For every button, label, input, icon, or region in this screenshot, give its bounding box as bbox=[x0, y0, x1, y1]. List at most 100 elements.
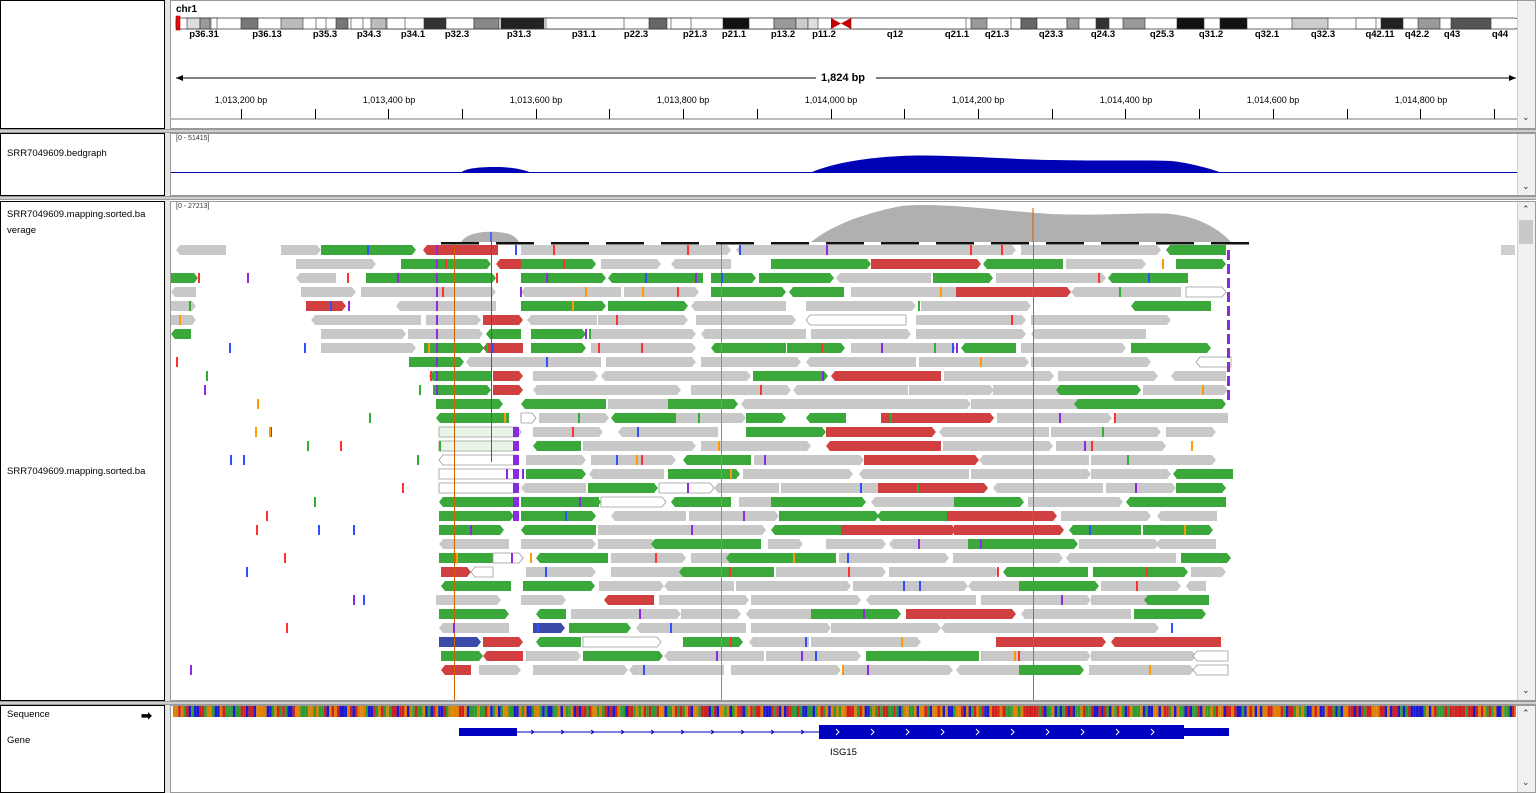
aligned-read[interactable] bbox=[947, 511, 1057, 521]
sequence-base[interactable] bbox=[794, 706, 797, 717]
aligned-read[interactable] bbox=[1074, 399, 1179, 409]
gene-strand-chevron[interactable] bbox=[770, 729, 775, 735]
aligned-read[interactable] bbox=[876, 245, 1016, 255]
insertion-marker[interactable] bbox=[436, 357, 438, 367]
sequence-base[interactable] bbox=[355, 706, 358, 717]
mismatch-base[interactable] bbox=[641, 455, 643, 465]
sequence-base[interactable] bbox=[1423, 706, 1427, 717]
mismatch-base[interactable] bbox=[340, 441, 342, 451]
mismatch-base[interactable] bbox=[641, 343, 643, 353]
sequence-base[interactable] bbox=[487, 706, 491, 717]
aligned-read[interactable] bbox=[743, 469, 853, 479]
sequence-base[interactable] bbox=[622, 706, 626, 717]
sequence-base[interactable] bbox=[284, 706, 288, 717]
aligned-read[interactable] bbox=[439, 539, 509, 549]
aligned-read[interactable] bbox=[521, 301, 606, 311]
mismatch-base[interactable] bbox=[230, 455, 232, 465]
gene-strand-chevron[interactable] bbox=[1115, 728, 1120, 736]
sequence-base[interactable] bbox=[1506, 706, 1510, 717]
sequence-base[interactable] bbox=[1345, 706, 1349, 717]
aligned-read[interactable] bbox=[583, 651, 663, 661]
sequence-base[interactable] bbox=[329, 706, 332, 717]
sequence-base[interactable] bbox=[1379, 706, 1382, 717]
aligned-read[interactable] bbox=[439, 497, 514, 507]
sequence-base[interactable] bbox=[1218, 706, 1221, 717]
mismatch-base[interactable] bbox=[442, 287, 444, 297]
sequence-base[interactable] bbox=[745, 706, 748, 717]
gene-strand-chevron[interactable] bbox=[975, 728, 980, 736]
sequence-base[interactable] bbox=[607, 706, 610, 717]
aligned-read[interactable] bbox=[766, 651, 861, 661]
aligned-read[interactable] bbox=[171, 329, 191, 339]
mismatch-base[interactable] bbox=[522, 469, 524, 479]
aligned-read[interactable] bbox=[871, 497, 966, 507]
aligned-read[interactable] bbox=[296, 259, 376, 269]
sequence-base[interactable] bbox=[1501, 706, 1505, 717]
sequence-base[interactable] bbox=[929, 706, 933, 717]
sequence-base[interactable] bbox=[586, 706, 589, 717]
aligned-read[interactable] bbox=[971, 469, 1091, 479]
sequence-base[interactable] bbox=[217, 706, 220, 717]
sequence-base[interactable] bbox=[1382, 706, 1385, 717]
sequence-base[interactable] bbox=[661, 706, 665, 717]
sequence-base[interactable] bbox=[604, 706, 608, 717]
sequence-base[interactable] bbox=[630, 706, 634, 717]
sequence-base[interactable] bbox=[1038, 706, 1042, 717]
coverage-baseline-segment[interactable] bbox=[991, 242, 1029, 245]
divider[interactable] bbox=[0, 701, 1536, 705]
aligned-read[interactable] bbox=[806, 357, 916, 367]
aligned-read[interactable] bbox=[906, 609, 1016, 619]
sequence-base[interactable] bbox=[841, 706, 844, 717]
sequence-base[interactable] bbox=[269, 706, 272, 717]
sequence-base[interactable] bbox=[648, 706, 652, 717]
aligned-read[interactable] bbox=[793, 385, 908, 395]
sequence-base[interactable] bbox=[908, 706, 912, 717]
sequence-base[interactable] bbox=[937, 706, 940, 717]
sequence-base[interactable] bbox=[1402, 706, 1406, 717]
aligned-read[interactable] bbox=[651, 539, 761, 549]
sequence-base[interactable] bbox=[245, 706, 249, 717]
aligned-read[interactable] bbox=[771, 259, 871, 269]
sequence-base[interactable] bbox=[708, 706, 712, 717]
gene-strand-chevron[interactable] bbox=[650, 729, 655, 735]
sequence-base[interactable] bbox=[342, 706, 345, 717]
mismatch-base[interactable] bbox=[863, 609, 865, 619]
sequence-base[interactable] bbox=[1012, 706, 1016, 717]
mismatch-base[interactable] bbox=[643, 665, 645, 675]
sequence-base[interactable] bbox=[290, 706, 293, 717]
sequence-base[interactable] bbox=[976, 706, 979, 717]
aligned-read[interactable] bbox=[1021, 343, 1126, 353]
sequence-base[interactable] bbox=[456, 706, 459, 717]
sequence-base[interactable] bbox=[313, 706, 316, 717]
aligned-read[interactable] bbox=[1192, 650, 1229, 662]
feature-scrollbar[interactable]: ⌃ bbox=[1517, 706, 1535, 792]
mismatch-base[interactable] bbox=[470, 525, 472, 535]
sequence-base[interactable] bbox=[318, 706, 322, 717]
sequence-base[interactable] bbox=[823, 706, 826, 717]
sequence-base[interactable] bbox=[1171, 706, 1174, 717]
insertion-marker[interactable] bbox=[1227, 348, 1230, 358]
sequence-base[interactable] bbox=[752, 706, 756, 717]
aligned-read[interactable] bbox=[1056, 441, 1166, 451]
insertion-marker[interactable] bbox=[1227, 334, 1230, 344]
sequence-base[interactable] bbox=[1252, 706, 1255, 717]
sequence-base[interactable] bbox=[209, 706, 212, 717]
sequence-base[interactable] bbox=[199, 706, 202, 717]
insertion-marker[interactable] bbox=[513, 469, 519, 479]
sequence-base[interactable] bbox=[838, 706, 842, 717]
sequence-base[interactable] bbox=[859, 706, 862, 717]
sequence-base[interactable] bbox=[1431, 706, 1434, 717]
aligned-read[interactable] bbox=[441, 651, 483, 661]
mismatch-base[interactable] bbox=[530, 553, 532, 563]
sequence-track-name[interactable]: Sequence bbox=[7, 709, 50, 720]
sequence-base[interactable] bbox=[404, 706, 407, 717]
aligned-read[interactable] bbox=[658, 482, 715, 494]
sequence-base[interactable] bbox=[1358, 706, 1362, 717]
aligned-read[interactable] bbox=[466, 357, 601, 367]
aligned-read[interactable] bbox=[618, 427, 718, 437]
mismatch-base[interactable] bbox=[1091, 441, 1093, 451]
gene-model[interactable] bbox=[171, 720, 1517, 760]
aligned-read[interactable] bbox=[536, 637, 581, 647]
sequence-base[interactable] bbox=[869, 706, 873, 717]
aligned-read[interactable] bbox=[1111, 637, 1221, 647]
